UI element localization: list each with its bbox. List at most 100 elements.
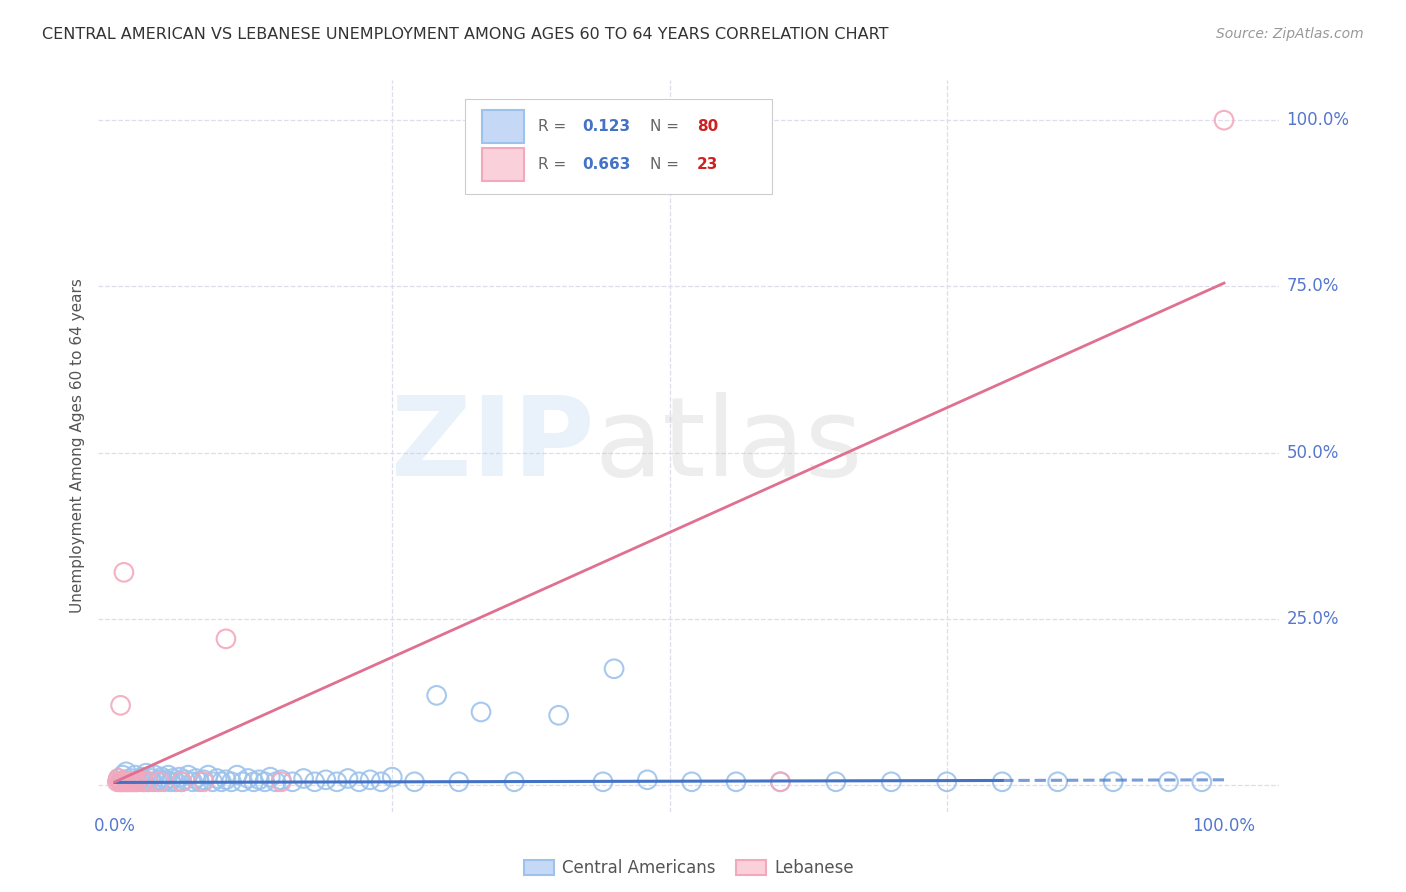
Point [153, 774, 176, 789]
FancyBboxPatch shape [464, 99, 772, 194]
Point [264, 774, 287, 789]
Point [292, 772, 315, 786]
Point [221, 774, 243, 789]
Point [127, 774, 149, 789]
Point [603, 662, 626, 676]
Point [188, 774, 211, 789]
Point [155, 772, 177, 787]
Point [769, 774, 792, 789]
Point [127, 774, 149, 789]
Point [503, 774, 526, 789]
Point [115, 774, 138, 789]
Point [1191, 774, 1213, 789]
Text: 25.0%: 25.0% [1286, 610, 1339, 628]
Point [242, 774, 264, 789]
Point [1102, 774, 1125, 789]
Point [174, 772, 197, 787]
Text: 23: 23 [697, 157, 718, 172]
Point [193, 774, 215, 789]
Text: CENTRAL AMERICAN VS LEBANESE UNEMPLOYMENT AMONG AGES 60 TO 64 YEARS CORRELATION : CENTRAL AMERICAN VS LEBANESE UNEMPLOYMEN… [42, 27, 889, 42]
Point [226, 768, 249, 782]
Point [143, 768, 166, 782]
Point [148, 772, 170, 787]
Text: N =: N = [650, 119, 683, 134]
Point [315, 772, 337, 787]
Point [404, 774, 426, 789]
Point [117, 774, 139, 789]
Point [381, 770, 404, 784]
Point [253, 774, 276, 789]
Text: R =: R = [537, 157, 571, 172]
Point [215, 632, 238, 646]
Point [135, 766, 157, 780]
Point [131, 770, 153, 784]
Point [201, 774, 224, 789]
Point [370, 774, 392, 789]
Text: N =: N = [650, 157, 683, 172]
Point [681, 774, 703, 789]
Point [184, 772, 207, 786]
Point [426, 689, 449, 703]
Point [336, 772, 359, 786]
Point [120, 772, 142, 786]
Text: R =: R = [537, 119, 571, 134]
Point [236, 772, 259, 786]
Point [769, 774, 792, 789]
Point [304, 774, 326, 789]
Point [636, 772, 658, 787]
Point [121, 774, 143, 789]
Point [107, 772, 129, 786]
Point [146, 774, 169, 789]
Point [128, 772, 150, 787]
Text: 0.663: 0.663 [582, 157, 631, 172]
Point [547, 708, 569, 723]
Point [121, 774, 143, 789]
Text: 50.0%: 50.0% [1286, 443, 1339, 462]
Point [326, 774, 349, 789]
FancyBboxPatch shape [482, 110, 523, 143]
Point [107, 772, 129, 786]
Point [124, 768, 146, 782]
Point [136, 774, 159, 789]
Point [108, 774, 131, 789]
Point [211, 774, 233, 789]
Point [105, 774, 128, 789]
Point [592, 774, 614, 789]
Point [114, 774, 136, 789]
Point [111, 774, 134, 789]
Point [359, 772, 381, 787]
Point [169, 770, 191, 784]
Point [197, 768, 219, 782]
Point [880, 774, 903, 789]
Text: 75.0%: 75.0% [1286, 277, 1339, 295]
Point [725, 774, 748, 789]
Point [136, 774, 159, 789]
Text: ZIP: ZIP [391, 392, 595, 500]
Point [132, 774, 155, 789]
Text: 0.123: 0.123 [582, 119, 631, 134]
Point [1157, 774, 1180, 789]
Point [825, 774, 848, 789]
Point [270, 774, 292, 789]
Point [447, 774, 470, 789]
Point [259, 770, 281, 784]
Point [170, 774, 193, 789]
Legend: Central Americans, Lebanese: Central Americans, Lebanese [517, 853, 860, 884]
Point [110, 774, 132, 789]
Point [205, 772, 228, 786]
Point [115, 764, 138, 779]
Text: Source: ZipAtlas.com: Source: ZipAtlas.com [1216, 27, 1364, 41]
Point [111, 768, 134, 782]
Point [110, 698, 132, 713]
Point [181, 774, 204, 789]
Y-axis label: Unemployment Among Ages 60 to 64 years: Unemployment Among Ages 60 to 64 years [70, 278, 86, 614]
Text: atlas: atlas [595, 392, 863, 500]
Point [165, 774, 187, 789]
Point [247, 772, 270, 787]
Point [215, 772, 238, 787]
Point [142, 774, 165, 789]
Point [120, 774, 142, 789]
FancyBboxPatch shape [482, 148, 523, 181]
Point [281, 774, 304, 789]
Point [150, 770, 173, 784]
